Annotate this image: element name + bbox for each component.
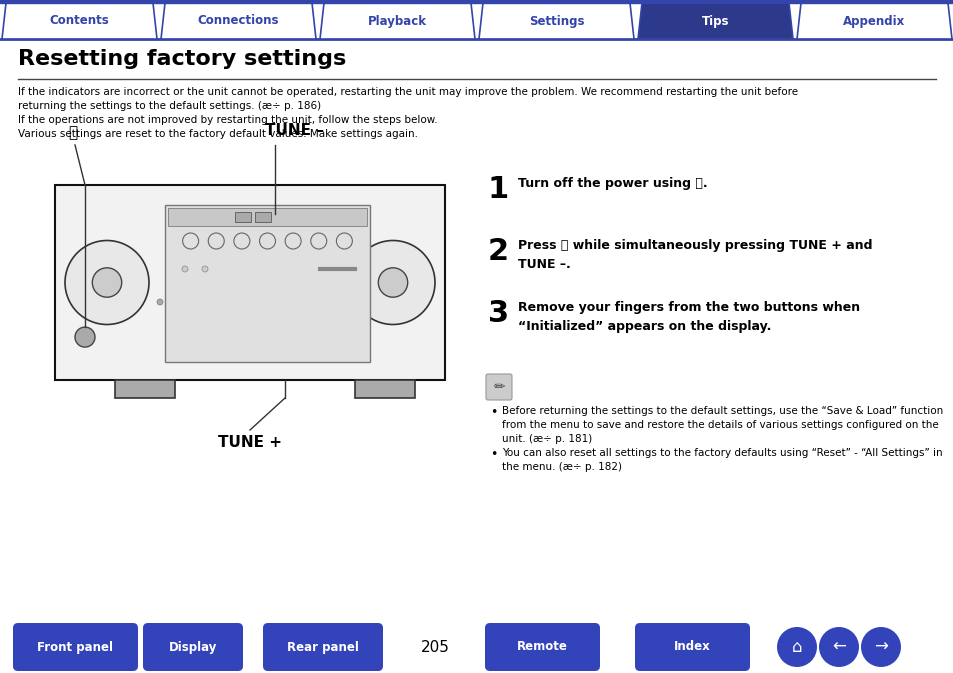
Circle shape bbox=[378, 268, 407, 297]
Circle shape bbox=[202, 266, 208, 272]
Circle shape bbox=[311, 233, 327, 249]
Bar bbox=[115, 380, 174, 398]
Circle shape bbox=[208, 233, 224, 249]
Polygon shape bbox=[161, 3, 315, 39]
FancyBboxPatch shape bbox=[635, 623, 749, 671]
Text: Index: Index bbox=[674, 641, 710, 653]
Text: Turn off the power using ⏻.: Turn off the power using ⏻. bbox=[517, 177, 707, 190]
Text: Appendix: Appendix bbox=[842, 15, 904, 28]
FancyBboxPatch shape bbox=[484, 623, 599, 671]
Text: Playback: Playback bbox=[368, 15, 427, 28]
Text: Press ⏻ while simultaneously pressing TUNE + and
TUNE –.: Press ⏻ while simultaneously pressing TU… bbox=[517, 239, 872, 271]
Text: Contents: Contents bbox=[50, 15, 110, 28]
Circle shape bbox=[336, 233, 352, 249]
Text: Remote: Remote bbox=[517, 641, 567, 653]
FancyBboxPatch shape bbox=[263, 623, 382, 671]
Text: 1: 1 bbox=[488, 175, 509, 204]
Text: If the operations are not improved by restarting the unit, follow the steps belo: If the operations are not improved by re… bbox=[18, 115, 437, 125]
Text: returning the settings to the default settings. (æ÷ p. 186): returning the settings to the default se… bbox=[18, 101, 321, 111]
Text: TUNE +: TUNE + bbox=[218, 435, 282, 450]
Polygon shape bbox=[478, 3, 634, 39]
Text: Connections: Connections bbox=[197, 15, 279, 28]
Bar bbox=[55, 185, 444, 380]
Circle shape bbox=[285, 233, 301, 249]
Polygon shape bbox=[2, 3, 157, 39]
Bar bbox=[168, 208, 367, 226]
Text: Settings: Settings bbox=[528, 15, 583, 28]
Text: Front panel: Front panel bbox=[37, 641, 113, 653]
Circle shape bbox=[75, 327, 95, 347]
Circle shape bbox=[65, 240, 149, 324]
Bar bbox=[234, 212, 251, 222]
Text: •: • bbox=[490, 406, 497, 419]
Text: Rear panel: Rear panel bbox=[287, 641, 358, 653]
Bar bbox=[0, 0, 953, 3]
Circle shape bbox=[233, 233, 250, 249]
Circle shape bbox=[182, 233, 198, 249]
Bar bbox=[355, 380, 415, 398]
Circle shape bbox=[818, 627, 858, 667]
Text: If the indicators are incorrect or the unit cannot be operated, restarting the u: If the indicators are incorrect or the u… bbox=[18, 87, 798, 97]
Text: •: • bbox=[490, 448, 497, 461]
Text: →: → bbox=[873, 638, 887, 656]
Text: Remove your fingers from the two buttons when
“Initialized” appears on the displ: Remove your fingers from the two buttons… bbox=[517, 301, 860, 333]
Circle shape bbox=[182, 266, 188, 272]
Text: ✏: ✏ bbox=[493, 380, 504, 394]
Polygon shape bbox=[796, 3, 951, 39]
Bar bbox=[255, 212, 271, 222]
Circle shape bbox=[157, 299, 163, 305]
Text: Before returning the settings to the default settings, use the “Save & Load” fun: Before returning the settings to the def… bbox=[501, 406, 943, 444]
Text: 2: 2 bbox=[488, 237, 509, 266]
Text: 205: 205 bbox=[420, 639, 449, 655]
Text: TUNE –: TUNE – bbox=[265, 123, 324, 138]
Text: 3: 3 bbox=[488, 299, 509, 328]
Polygon shape bbox=[319, 3, 475, 39]
Circle shape bbox=[92, 268, 122, 297]
Polygon shape bbox=[638, 3, 792, 39]
Circle shape bbox=[351, 240, 435, 324]
FancyBboxPatch shape bbox=[485, 374, 512, 400]
Text: ⏻: ⏻ bbox=[69, 125, 77, 140]
Bar bbox=[165, 205, 370, 362]
Circle shape bbox=[861, 627, 900, 667]
Circle shape bbox=[259, 233, 275, 249]
Text: Tips: Tips bbox=[701, 15, 728, 28]
Text: Display: Display bbox=[169, 641, 217, 653]
Text: ⌂: ⌂ bbox=[791, 638, 801, 656]
Circle shape bbox=[776, 627, 816, 667]
FancyBboxPatch shape bbox=[143, 623, 243, 671]
Text: Various settings are reset to the factory default values. Make settings again.: Various settings are reset to the factor… bbox=[18, 129, 417, 139]
FancyBboxPatch shape bbox=[13, 623, 138, 671]
Text: Resetting factory settings: Resetting factory settings bbox=[18, 49, 346, 69]
Text: You can also reset all settings to the factory defaults using “Reset” - “All Set: You can also reset all settings to the f… bbox=[501, 448, 942, 472]
Text: ←: ← bbox=[831, 638, 845, 656]
